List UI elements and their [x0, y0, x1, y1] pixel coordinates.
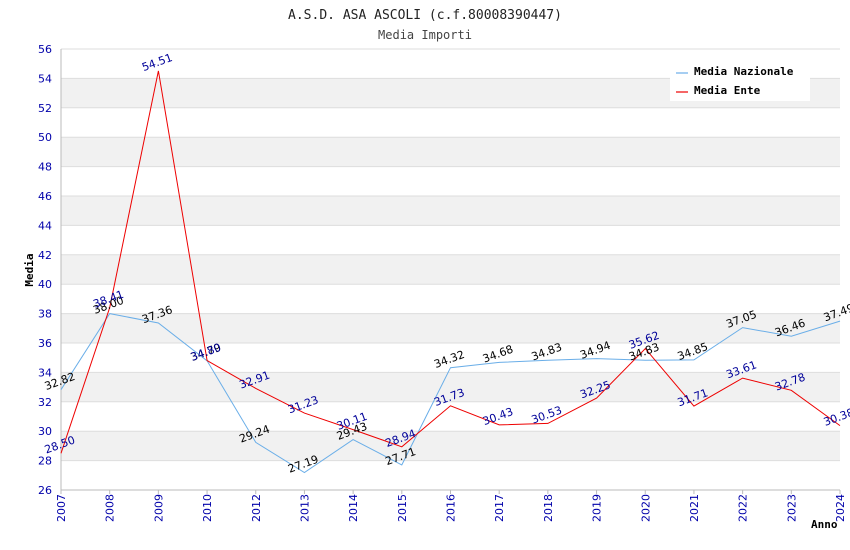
x-tick-label: 2016 — [445, 494, 458, 522]
grid-bands — [61, 49, 840, 490]
y-tick-label: 36 — [38, 337, 52, 350]
series-line-nazionale — [60, 313, 841, 474]
chart-subtitle: Media Importi — [378, 28, 472, 42]
grid-band — [61, 313, 840, 343]
y-tick-label: 50 — [38, 131, 52, 144]
grid-band — [61, 284, 840, 314]
y-tick-label: 26 — [38, 484, 52, 497]
legend-box — [670, 61, 810, 101]
legend-label-ente: Media Ente — [694, 84, 761, 97]
x-tick-label: 2010 — [201, 494, 214, 522]
grid-band — [61, 196, 840, 226]
x-tick-label: 2017 — [493, 494, 506, 522]
x-tick-label: 2015 — [396, 494, 409, 522]
grid-band — [61, 401, 840, 432]
x-tick-label: 2012 — [250, 494, 263, 522]
y-tick-label: 56 — [38, 43, 52, 56]
x-tick-label: 2009 — [152, 494, 165, 522]
x-tick-label: 2020 — [639, 494, 652, 522]
y-tick-label: 28 — [38, 455, 52, 468]
y-tick-label: 44 — [38, 219, 52, 232]
grid-band — [61, 460, 840, 490]
y-tick-label: 52 — [38, 102, 52, 115]
grid-band — [61, 431, 840, 461]
series-line-ente — [60, 70, 841, 454]
x-tick-label: 2022 — [737, 494, 750, 522]
x-tick-label: 2014 — [347, 494, 360, 522]
y-tick-label: 46 — [38, 190, 52, 203]
y-tick-label: 32 — [38, 396, 52, 409]
grid-band — [61, 107, 840, 138]
x-tick-label: 2021 — [688, 494, 701, 522]
grid-band — [61, 166, 840, 196]
x-tick-label: 2024 — [834, 494, 847, 522]
legend: Media Nazionale Media Ente — [670, 61, 810, 101]
x-tick-label: 2013 — [298, 494, 311, 522]
x-axis-title: Anno — [811, 518, 838, 531]
y-axis-title: Media — [23, 253, 36, 286]
grid-band — [61, 225, 840, 255]
legend-label-nazionale: Media Nazionale — [694, 65, 794, 78]
y-tick-label: 38 — [38, 308, 52, 321]
y-tick-label: 40 — [38, 278, 52, 291]
x-tick-label: 2018 — [542, 494, 555, 522]
series-lines — [60, 70, 841, 474]
y-tick-label: 42 — [38, 249, 52, 262]
x-tick-label: 2019 — [591, 494, 604, 522]
x-tick-labels: 2007 2008 2009 2010 2012 2013 2014 2015 2016 2017… — [55, 490, 847, 522]
x-tick-label: 2023 — [785, 494, 798, 522]
grid-band — [61, 137, 840, 167]
x-tick-label: 2007 — [55, 494, 68, 522]
y-tick-labels: 26 28 30 32 34 36 38 40 42 44 46 48 50 52 54 56 — [38, 43, 52, 497]
y-tick-label: 30 — [38, 425, 52, 438]
y-tick-label: 48 — [38, 161, 52, 174]
y-tick-label: 34 — [38, 366, 52, 379]
y-tick-label: 54 — [38, 72, 52, 85]
x-tick-label: 2008 — [104, 494, 117, 522]
chart-title: A.S.D. ASA ASCOLI (c.f.80008390447) — [288, 8, 562, 23]
grid-band — [61, 254, 840, 285]
